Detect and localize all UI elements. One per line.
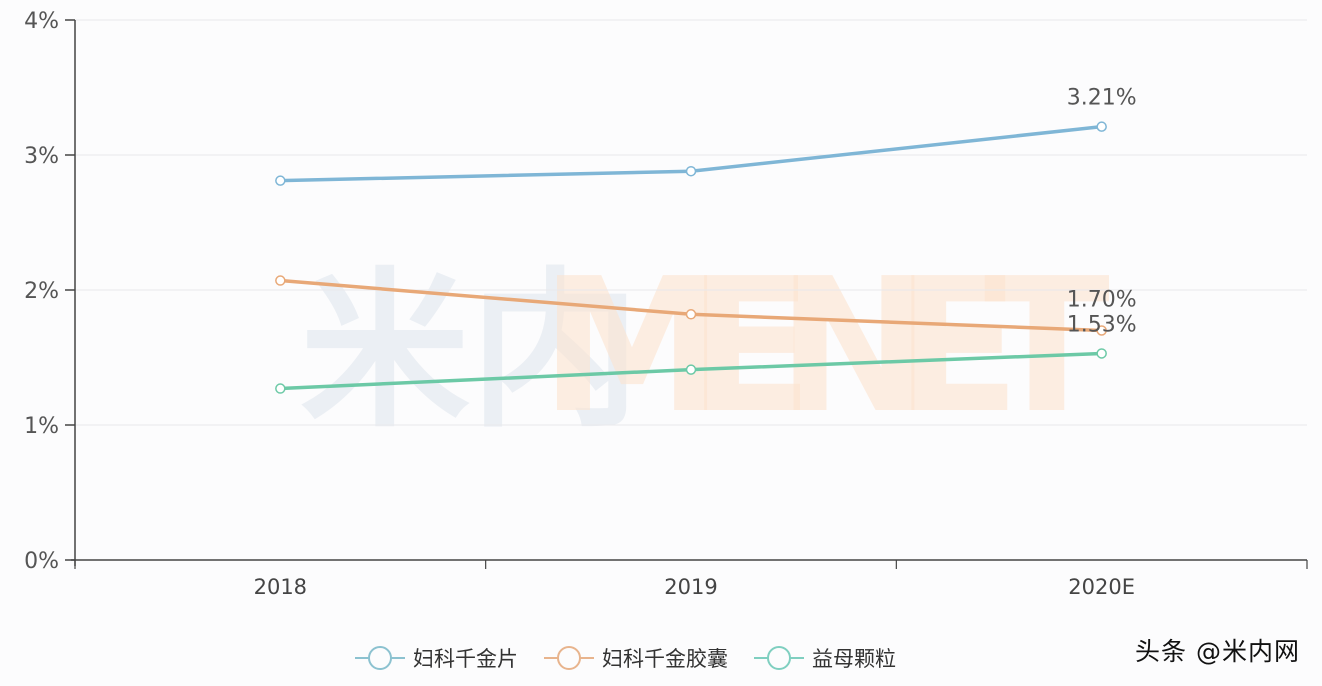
data-point[interactable] xyxy=(1096,121,1107,132)
legend: 妇科千金片 妇科千金胶囊 益母颗粒 xyxy=(355,640,896,676)
data-point[interactable] xyxy=(685,364,697,375)
y-tick-label: 0% xyxy=(24,549,59,574)
legend-item-fuke-qianjin-pian[interactable]: 妇科千金片 xyxy=(355,643,518,673)
data-point[interactable] xyxy=(685,165,697,177)
x-tick-label: 2020E xyxy=(1068,575,1135,599)
y-tick-label: 3% xyxy=(24,144,59,169)
legend-label: 妇科千金胶囊 xyxy=(602,647,728,671)
data-label: 1.70% xyxy=(1067,288,1137,313)
legend-label: 妇科千金片 xyxy=(413,647,518,671)
y-tick-label: 1% xyxy=(24,414,59,439)
data-label: 3.21% xyxy=(1067,86,1137,111)
data-point[interactable] xyxy=(275,275,286,286)
legend-label: 益母颗粒 xyxy=(812,647,896,671)
data-labels: 3.21% 1.70%1.53% xyxy=(1067,86,1137,338)
legend-line-circle-icon xyxy=(754,645,804,671)
data-point[interactable] xyxy=(275,175,286,186)
axes: 0% 1% 2% 3% 4% 2018 2019 2020E xyxy=(24,9,1308,599)
x-tick-label: 2018 xyxy=(254,575,307,599)
data-point[interactable] xyxy=(275,383,286,394)
source-credit: 头条 @米内网 xyxy=(1135,637,1300,666)
data-label: 1.53% xyxy=(1067,312,1137,337)
data-point[interactable] xyxy=(1096,348,1107,359)
series-lines xyxy=(275,121,1107,394)
gridlines xyxy=(75,19,1307,426)
data-point[interactable] xyxy=(1096,325,1107,336)
x-tick-label: 2019 xyxy=(664,575,717,599)
y-tick-label: 2% xyxy=(24,279,59,304)
legend-line-circle-icon xyxy=(355,645,405,671)
legend-item-fuke-qianjin-jiaonang[interactable]: 妇科千金胶囊 xyxy=(544,643,728,673)
watermark-en: MENET xyxy=(540,238,1110,454)
legend-line-circle-icon xyxy=(544,645,594,671)
y-tick-label: 4% xyxy=(24,9,59,34)
legend-item-yimu-keli[interactable]: 益母颗粒 xyxy=(754,643,896,673)
data-point[interactable] xyxy=(685,309,697,320)
